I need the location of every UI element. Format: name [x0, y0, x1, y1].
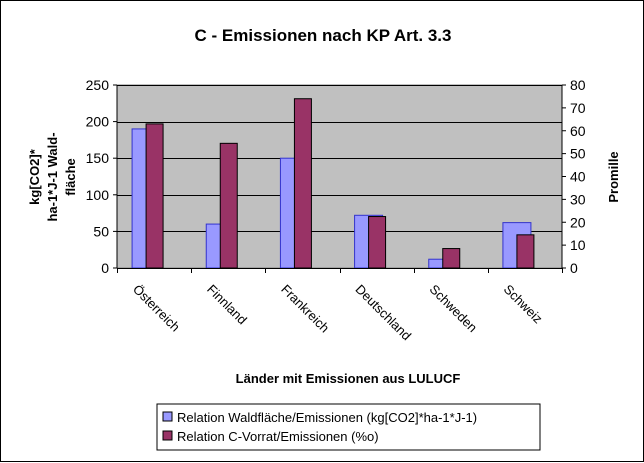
plot-area: [116, 84, 563, 269]
right-axis-ticks: 0 10 20 30 40 50 60 70 80: [562, 77, 586, 276]
category-label: Frankreich: [278, 282, 332, 336]
left-axis-title-line: kg[CO2]*: [27, 148, 42, 205]
right-tick-label: 0: [570, 260, 578, 276]
left-tick-label: 150: [86, 150, 110, 166]
x-axis-title: Länder mit Emissionen aus LULUCF: [236, 371, 461, 386]
category-label: Deutschland: [352, 282, 414, 344]
legend-box: [156, 403, 541, 451]
left-axis-ticks: 0 50 100 150 200 250: [86, 77, 117, 276]
bar-c-vorrat: [368, 216, 387, 269]
right-tick-label: 50: [570, 146, 586, 162]
legend-swatch: [162, 411, 173, 422]
right-tick-label: 30: [570, 191, 586, 207]
chart-title: C - Emissionen nach KP Art. 3.3: [195, 26, 452, 45]
bar-c-vorrat: [293, 98, 312, 269]
bar-c-vorrat: [219, 142, 238, 269]
legend-swatch: [162, 430, 173, 441]
left-tick-label: 250: [86, 77, 110, 93]
right-tick-label: 40: [570, 169, 586, 185]
category-labels: Österreich Finnland Frankreich Deutschland S…: [130, 282, 546, 344]
legend: Relation Waldfläche/Emissionen (kg[CO2]*…: [156, 403, 541, 451]
left-tick-label: 50: [93, 223, 109, 239]
category-label: Finnland: [204, 282, 250, 328]
left-axis-title-group: kg[CO2]* ha-1*J-1 Wald-fläche: [27, 132, 78, 221]
bar-c-vorrat: [442, 248, 461, 269]
bar-c-vorrat: [516, 234, 535, 269]
left-axis-title: kg[CO2]* ha-1*J-1 Wald-fläche: [27, 132, 78, 221]
right-tick-label: 20: [570, 214, 586, 230]
category-label: Österreich: [130, 282, 183, 335]
left-axis-title-line: ha-1*J-1 Wald-: [45, 132, 60, 221]
category-label: Schweiz: [501, 282, 546, 327]
left-tick-label: 200: [86, 114, 110, 130]
legend-label: Relation C-Vorrat/Emissionen (%o): [177, 429, 379, 444]
right-tick-label: 10: [570, 237, 586, 253]
right-tick-label: 80: [570, 77, 586, 93]
left-tick-label: 0: [101, 260, 109, 276]
left-tick-label: 100: [86, 187, 110, 203]
left-axis-title-line: fläche: [63, 158, 78, 196]
right-axis-title: Promille: [606, 151, 621, 202]
bars: [131, 98, 535, 269]
legend-label: Relation Waldfläche/Emissionen (kg[CO2]*…: [177, 410, 477, 425]
bar-c-vorrat: [145, 123, 164, 269]
gridlines: [117, 85, 562, 232]
category-label: Schweden: [427, 282, 481, 336]
right-tick-label: 60: [570, 123, 586, 139]
right-tick-label: 70: [570, 100, 586, 116]
